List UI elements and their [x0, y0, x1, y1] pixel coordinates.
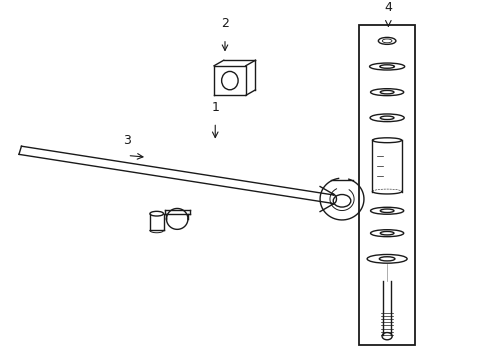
Text: 3: 3	[123, 134, 131, 147]
Bar	[358, 25, 414, 345]
Text: 1: 1	[211, 101, 219, 114]
Text: 4: 4	[384, 1, 391, 14]
Text: 2: 2	[221, 17, 228, 30]
